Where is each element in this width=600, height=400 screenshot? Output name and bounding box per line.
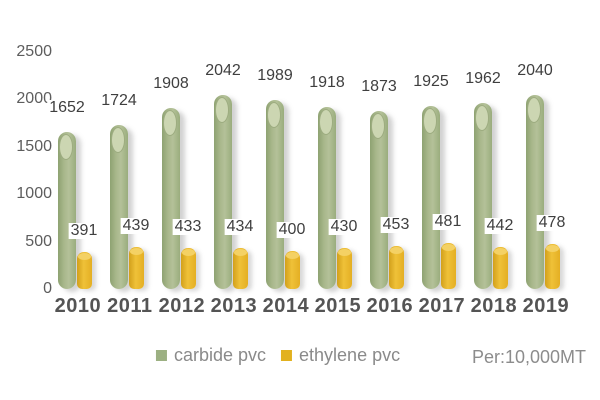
x-axis-label-2010: 2010 bbox=[54, 295, 102, 317]
legend-label-ethylene-pvc: ethylene pvc bbox=[299, 345, 401, 365]
bar-group-2017: 1925 481 2017 bbox=[411, 0, 465, 316]
carbide-bar-2011 bbox=[110, 125, 128, 289]
y-tick-0: 0 bbox=[43, 280, 52, 297]
carbide-bar-cap bbox=[475, 105, 489, 131]
carbide-value-label: 1873 bbox=[359, 78, 399, 95]
x-axis-label-2016: 2016 bbox=[366, 295, 414, 317]
bar-group-2016: 1873 453 2016 bbox=[359, 0, 413, 316]
bar-group-2018: 1962 442 2018 bbox=[463, 0, 517, 316]
bar-group-2011: 1724 439 2011 bbox=[99, 0, 152, 316]
y-tick-1000: 1000 bbox=[16, 185, 52, 202]
ethylene-bar-2016 bbox=[389, 246, 404, 289]
legend-label-carbide-pvc: carbide pvc bbox=[173, 345, 267, 365]
ethylene-value-label: 478 bbox=[536, 214, 568, 231]
ethylene-value-label: 391 bbox=[68, 222, 100, 239]
unit-note: Per:10,000MT bbox=[471, 347, 586, 367]
carbide-value-label: 2042 bbox=[203, 62, 243, 79]
bar-group-2014: 1989 400 2014 bbox=[255, 0, 309, 316]
legend-swatch-ethylene-pvc bbox=[281, 349, 293, 361]
ethylene-bar-cap bbox=[286, 252, 299, 259]
ethylene-bar-cap bbox=[130, 248, 143, 255]
ethylene-bar-2013 bbox=[233, 248, 248, 289]
carbide-value-label: 1652 bbox=[47, 99, 87, 116]
carbide-bar-cap bbox=[319, 109, 333, 135]
carbide-bar-2017 bbox=[422, 106, 440, 289]
y-tick-2000: 2000 bbox=[16, 90, 52, 107]
ethylene-bar-2014 bbox=[285, 251, 300, 289]
y-axis: 0 500 1000 1500 2000 2500 bbox=[0, 0, 52, 300]
ethylene-bar-2011 bbox=[129, 247, 144, 289]
x-axis-label-2017: 2017 bbox=[418, 295, 466, 317]
carbide-value-label: 1925 bbox=[411, 73, 451, 90]
x-axis-label-2018: 2018 bbox=[470, 295, 518, 317]
carbide-bar-2013 bbox=[214, 95, 232, 289]
bar-group-2013: 2042 434 2013 bbox=[203, 0, 257, 316]
carbide-bar-cap bbox=[111, 127, 125, 153]
ethylene-bar-cap bbox=[442, 244, 455, 251]
ethylene-value-label: 453 bbox=[380, 216, 412, 233]
carbide-bar-2014 bbox=[266, 100, 284, 289]
ethylene-bar-cap bbox=[494, 248, 507, 255]
y-tick-1500: 1500 bbox=[16, 137, 52, 155]
ethylene-bar-cap bbox=[78, 253, 91, 260]
carbide-value-label: 2040 bbox=[515, 62, 555, 79]
x-axis-label-2012: 2012 bbox=[158, 295, 206, 317]
ethylene-bar-2017 bbox=[441, 243, 456, 289]
carbide-value-label: 1989 bbox=[255, 67, 295, 84]
carbide-bar-2016 bbox=[370, 111, 388, 289]
carbide-bar-2015 bbox=[318, 107, 336, 289]
ethylene-bar-2018 bbox=[493, 247, 508, 289]
carbide-bar-cap bbox=[371, 113, 385, 139]
carbide-value-label: 1724 bbox=[99, 92, 139, 109]
y-tick-2500: 2500 bbox=[16, 42, 52, 60]
carbide-bar-cap bbox=[215, 97, 229, 123]
ethylene-value-label: 481 bbox=[432, 213, 464, 230]
carbide-value-label: 1918 bbox=[307, 74, 347, 91]
ethylene-value-label: 442 bbox=[484, 217, 516, 234]
ethylene-bar-2015 bbox=[337, 248, 352, 289]
ethylene-value-label: 400 bbox=[276, 221, 308, 238]
carbide-bar-2018 bbox=[474, 103, 492, 289]
bar-group-2012: 1908 433 2012 bbox=[151, 0, 205, 316]
ethylene-bar-cap bbox=[182, 249, 195, 256]
bar-group-2010: 1652 391 2010 bbox=[47, 0, 101, 316]
carbide-bar-2019 bbox=[526, 95, 544, 289]
legend: carbide pvc ethylene pvc bbox=[155, 345, 401, 365]
carbide-value-label: 1908 bbox=[151, 75, 191, 92]
x-axis-label-2011: 2011 bbox=[107, 295, 153, 317]
carbide-bar-cap bbox=[423, 108, 437, 134]
bar-group-2019: 2040 478 2019 bbox=[515, 0, 569, 316]
carbide-bar-cap bbox=[527, 97, 541, 123]
x-axis-label-2013: 2013 bbox=[210, 295, 258, 317]
ethylene-bar-2012 bbox=[181, 248, 196, 289]
x-axis-label-2015: 2015 bbox=[314, 295, 362, 317]
ethylene-value-label: 434 bbox=[224, 218, 256, 235]
carbide-bar-2010 bbox=[58, 132, 76, 289]
ethylene-value-label: 430 bbox=[328, 218, 360, 235]
x-axis-label-2019: 2019 bbox=[522, 295, 570, 317]
carbide-bar-2012 bbox=[162, 108, 180, 289]
ethylene-bar-cap bbox=[390, 247, 403, 254]
plot-area: 1652 391 2010 1724 439 2011 1908 433 2012 2042 434… bbox=[47, 0, 569, 316]
carbide-value-label: 1962 bbox=[463, 70, 503, 87]
ethylene-bar-2010 bbox=[77, 252, 92, 289]
carbide-bar-cap bbox=[59, 134, 73, 160]
x-axis-label-2014: 2014 bbox=[262, 295, 310, 317]
carbide-bar-cap bbox=[163, 110, 177, 136]
legend-swatch-carbide-pvc bbox=[155, 349, 167, 361]
bar-group-2015: 1918 430 2015 bbox=[307, 0, 361, 316]
ethylene-bar-2019 bbox=[545, 244, 560, 289]
ethylene-bar-cap bbox=[338, 249, 351, 256]
ethylene-value-label: 439 bbox=[120, 217, 152, 234]
ethylene-value-label: 433 bbox=[172, 218, 204, 235]
ethylene-bar-cap bbox=[546, 245, 559, 252]
carbide-bar-cap bbox=[267, 102, 281, 128]
ethylene-bar-cap bbox=[234, 249, 247, 256]
y-tick-500: 500 bbox=[25, 232, 52, 250]
